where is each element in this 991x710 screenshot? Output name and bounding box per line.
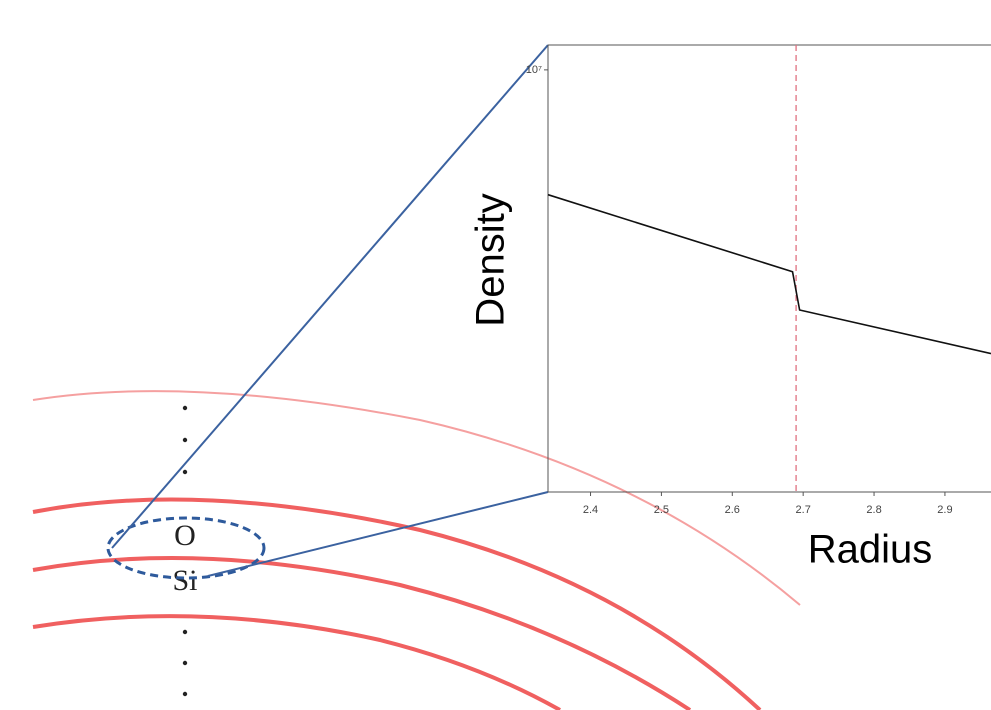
dot [183,406,187,410]
inset-chart: 2.4 2.5 2.6 2.7 2.8 2.9 10⁷ [526,45,991,516]
x-tick-label: 2.9 [937,504,952,516]
shell-label: O [174,519,196,552]
x-axis-label: Radius [808,528,933,572]
x-tick-label: 2.6 [725,504,740,516]
shells [33,391,800,710]
figure: O Si 2.4 2.5 2.6 2.7 2.8 2.9 10⁷ Radius Densit… [0,0,991,710]
dot [183,438,187,442]
x-tick-label: 2.7 [796,504,811,516]
shell-arc [33,616,560,710]
y-axis-label: Density [469,193,513,326]
dot [183,630,187,634]
shell-arc [33,500,760,710]
x-tick-label: 2.8 [866,504,881,516]
dot [183,692,187,696]
y-tick-label: 10⁷ [526,64,542,76]
x-tick-label: 2.4 [583,504,598,516]
shell-arc [33,558,690,710]
data-line [548,195,991,354]
x-tick-label: 2.5 [654,504,669,516]
shell-label: Si [172,564,197,597]
dot [183,470,187,474]
dot [183,661,187,665]
